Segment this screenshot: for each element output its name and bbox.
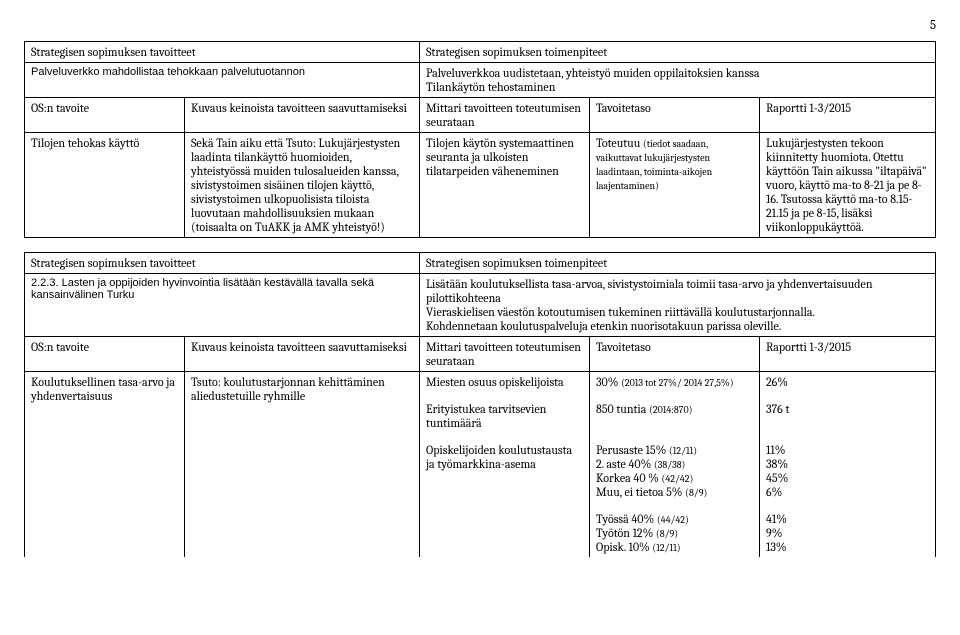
- taso-note: (8/9): [656, 528, 678, 540]
- rep-line: 6%: [766, 485, 929, 499]
- subheading-left: Palveluverkko mahdollistaa tehokkaan pal…: [25, 63, 420, 98]
- col-mittari: Mittari tavoitteen toteutumisen seurataa…: [420, 98, 590, 133]
- cell-raportti: 26%: [760, 372, 936, 393]
- heading-left: Strategisen sopimuksen tavoitteet: [25, 42, 420, 63]
- rep-line: 38%: [766, 457, 929, 471]
- cell-taso: Perusaste 15% (12/11) 2. aste 40% (38/38…: [590, 433, 760, 502]
- col-raportti: Raportti 1-3/2015: [760, 337, 936, 372]
- col-os: OS:n tavoite: [25, 98, 185, 133]
- taso-note: (42/42): [662, 473, 694, 485]
- col-kuvaus: Kuvaus keinoista tavoitteen saavuttamise…: [185, 98, 420, 133]
- table-row: 2.2.3. Lasten ja oppijoiden hyvinvointia…: [25, 274, 936, 337]
- subheading-right: Lisätään koulutuksellista tasa-arvoa, si…: [420, 274, 936, 337]
- cell-kuvaus: Tsuto: koulutustarjonnan kehittäminen al…: [185, 372, 420, 558]
- rep-line: 11%: [766, 443, 929, 457]
- col-mittari: Mittari tavoitteen toteutumisen seurataa…: [420, 337, 590, 372]
- rep-line: 13%: [766, 540, 929, 554]
- col-tavoitetaso: Tavoitetaso: [590, 337, 760, 372]
- taso-main: Muu, ei tietoa 5%: [596, 485, 685, 499]
- taso-main: 850 tuntia: [596, 402, 649, 416]
- taso-main: 30%: [596, 375, 621, 389]
- cell-taso: 850 tuntia (2014:870): [590, 392, 760, 433]
- col-raportti: Raportti 1-3/2015: [760, 98, 936, 133]
- taso-note: (44/42): [657, 514, 689, 526]
- table-row: Tilojen tehokas käyttö Sekä Tain aiku et…: [25, 133, 936, 238]
- table-row: OS:n tavoite Kuvaus keinoista tavoitteen…: [25, 337, 936, 372]
- taso-main: Työssä 40%: [596, 512, 657, 526]
- taso-main: Korkea 40 %: [596, 471, 662, 485]
- taso-note: (2014:870): [649, 404, 692, 416]
- cell-mittari: Tilojen käytön systemaattinen seuranta j…: [420, 133, 590, 238]
- taso-note: (12/11): [652, 542, 680, 554]
- cell-kuvaus: Sekä Tain aiku että Tsuto: Lukujärjestys…: [185, 133, 420, 238]
- taso-note: (38/38): [654, 459, 685, 471]
- col-os: OS:n tavoite: [25, 337, 185, 372]
- cell-mittari: Opiskelijoiden koulutustausta ja työmark…: [420, 433, 590, 502]
- col-kuvaus: Kuvaus keinoista tavoitteen saavuttamise…: [185, 337, 420, 372]
- col-tavoitetaso: Tavoitetaso: [590, 98, 760, 133]
- taso-main: Opisk. 10%: [596, 540, 652, 554]
- subheading-left: 2.2.3. Lasten ja oppijoiden hyvinvointia…: [25, 274, 420, 337]
- cell-raportti: 376 t: [760, 392, 936, 433]
- table-row: Koulutuksellinen tasa-arvo ja yhdenverta…: [25, 372, 936, 393]
- rep-line: 41%: [766, 512, 929, 526]
- cell-mittari: Miesten osuus opiskelijoista: [420, 372, 590, 393]
- taso-main: 2. aste 40%: [596, 457, 654, 471]
- cell-tavoitetaso: Toteutuu (tiedot saadaan, vaikuttavat lu…: [590, 133, 760, 238]
- table-row: Strategisen sopimuksen tavoitteet Strate…: [25, 253, 936, 274]
- cell-os: Tilojen tehokas käyttö: [25, 133, 185, 238]
- cell-taso: Työssä 40% (44/42) Työtön 12% (8/9) Opis…: [590, 502, 760, 557]
- subheading-right: Palveluverkkoa uudistetaan, yhteistyö mu…: [420, 63, 936, 98]
- heading-right: Strategisen sopimuksen toimenpiteet: [420, 253, 936, 274]
- rep-line: 45%: [766, 471, 929, 485]
- page-number: 5: [24, 18, 936, 33]
- table-row: Palveluverkko mahdollistaa tehokkaan pal…: [25, 63, 936, 98]
- rep-line: 9%: [766, 526, 929, 540]
- heading-right: Strategisen sopimuksen toimenpiteet: [420, 42, 936, 63]
- taso-main: Toteutuu: [596, 136, 643, 150]
- cell-mittari: Erityistukea tarvitsevien tuntimäärä: [420, 392, 590, 433]
- table-block-2: Strategisen sopimuksen tavoitteet Strate…: [24, 252, 936, 557]
- cell-raportti: 11% 38% 45% 6%: [760, 433, 936, 502]
- taso-note: (12/11): [669, 445, 697, 457]
- cell-raportti: Lukujärjestysten tekoon kiinnitetty huom…: [760, 133, 936, 238]
- table-row: Strategisen sopimuksen tavoitteet Strate…: [25, 42, 936, 63]
- taso-main: Perusaste 15%: [596, 443, 669, 457]
- cell-os: Koulutuksellinen tasa-arvo ja yhdenverta…: [25, 372, 185, 558]
- table-block-1: Strategisen sopimuksen tavoitteet Strate…: [24, 41, 936, 238]
- taso-main: Työtön 12%: [596, 526, 656, 540]
- taso-note: (2013 tot 27%/ 2014 27,5%): [621, 377, 734, 389]
- cell-mittari: [420, 502, 590, 557]
- cell-raportti: 41% 9% 13%: [760, 502, 936, 557]
- heading-left: Strategisen sopimuksen tavoitteet: [25, 253, 420, 274]
- cell-taso: 30% (2013 tot 27%/ 2014 27,5%): [590, 372, 760, 393]
- table-row: OS:n tavoite Kuvaus keinoista tavoitteen…: [25, 98, 936, 133]
- taso-note: (8/9): [685, 487, 707, 499]
